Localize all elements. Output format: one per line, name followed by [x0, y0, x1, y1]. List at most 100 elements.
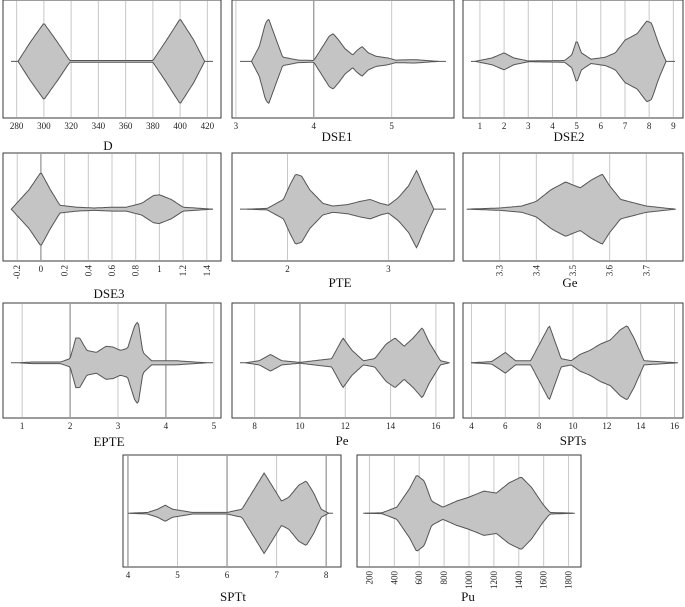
tick-label: 16: [431, 421, 441, 431]
tick-label: 9: [671, 121, 676, 131]
tick-label: 10: [569, 421, 579, 431]
tick-label: 320: [64, 121, 78, 131]
tick-label: 14: [386, 421, 396, 431]
violin-shape: [474, 20, 667, 103]
tick-label: 14: [636, 421, 646, 431]
panel-pu: 200 400 600 800 1000 1200 1400 1600 1800 Pu: [356, 454, 582, 604]
tick-label: 0.8: [131, 265, 141, 277]
tick-label: 1200: [489, 571, 499, 590]
tick-label: 1600: [539, 571, 549, 590]
tick-label: 3.3: [495, 265, 505, 277]
panel-dse3: -0.2 0 0.2 0.4 0.6 0.8 1 1.2 1.4 DSE3: [2, 152, 222, 301]
tick-label: 3.6: [605, 265, 615, 277]
tick-label: 200: [364, 571, 374, 585]
violin-shape: [19, 321, 207, 404]
tick-label: 400: [389, 571, 399, 585]
axis-label: Pe: [336, 433, 349, 448]
tick-label: 600: [414, 571, 424, 585]
axis-label: Ge: [562, 275, 577, 290]
tick-label: 1000: [464, 571, 474, 590]
tick-label: 340: [92, 121, 106, 131]
tick-label: 2: [68, 421, 73, 431]
tick-label: 12: [341, 421, 350, 431]
tick-label: 3: [386, 264, 391, 274]
tick-label: 1: [20, 421, 25, 431]
panel-dse1: 3 4 5 DSE1: [231, 0, 455, 144]
panel-pe: 8 10 12 14 16 Pe: [231, 302, 455, 448]
tick-label: 8: [537, 421, 542, 431]
tick-label: 6: [225, 570, 230, 580]
tick-label: 5: [175, 570, 180, 580]
violin-shape: [471, 325, 678, 401]
violin-shape: [247, 169, 435, 249]
tick-label: 2: [502, 121, 507, 131]
tick-label: 1: [157, 264, 162, 274]
tick-label: 0.6: [107, 265, 117, 277]
tick-label: 5: [574, 121, 579, 131]
tick-label: 360: [119, 121, 133, 131]
tick-label: 0.2: [60, 265, 70, 276]
violin-shape: [127, 472, 330, 555]
axis-label: Pu: [461, 589, 475, 604]
violin-shape: [363, 475, 575, 552]
tick-label: 4: [550, 121, 555, 131]
tick-label: 3: [526, 121, 531, 131]
tick-label: 8: [324, 570, 329, 580]
tick-label: -0.2: [12, 265, 22, 279]
tick-label: 2: [285, 264, 290, 274]
tick-label: 0: [39, 264, 44, 274]
axis-label: DSE3: [93, 286, 124, 301]
panel-epte: 1 2 3 4 5 EPTE: [2, 302, 222, 449]
tick-label: 12: [602, 421, 611, 431]
axis-label: EPTE: [93, 434, 124, 449]
panel-pte: 2 3 PTE: [231, 152, 455, 290]
tick-label: 4: [469, 421, 474, 431]
axis-label: SPTs: [560, 433, 587, 448]
tick-label: 800: [439, 571, 449, 585]
violin-shape: [466, 173, 676, 245]
tick-label: 380: [146, 121, 160, 131]
tick-label: 1800: [564, 571, 574, 590]
panel-spts: 4 6 8 10 12 14 16 SPTs: [462, 302, 684, 448]
tick-label: 7: [274, 570, 279, 580]
tick-label: 6: [503, 421, 508, 431]
tick-label: 1.4: [202, 265, 212, 277]
violin-shape: [10, 172, 213, 246]
axis-label: SPTt: [220, 589, 246, 604]
axis-label: D: [103, 138, 112, 153]
violin-shape: [250, 18, 439, 104]
panel-d: 280 300 320 340 360 380 400 420 D: [2, 0, 222, 153]
tick-label: 8: [647, 121, 652, 131]
tick-label: 5: [389, 121, 394, 131]
tick-label: 280: [10, 121, 24, 131]
tick-label: 3.4: [531, 265, 541, 277]
tick-label: 1400: [514, 571, 524, 590]
tick-label: 300: [37, 121, 51, 131]
tick-label: 4: [126, 570, 131, 580]
tick-label: 3.7: [641, 265, 651, 277]
tick-label: 3: [116, 421, 121, 431]
tick-label: 6: [599, 121, 604, 131]
tick-label: 4: [164, 421, 169, 431]
tick-label: 8: [252, 421, 257, 431]
tick-label: 400: [173, 121, 187, 131]
tick-label: 7: [623, 121, 628, 131]
tick-label: 1: [478, 121, 483, 131]
tick-label: 3: [234, 121, 239, 131]
violin-shape: [17, 19, 206, 104]
axis-label: DSE1: [321, 129, 352, 144]
panel-dse2: 1 2 3 4 5 6 7 8 9 DSE2: [462, 0, 684, 144]
panel-ge: 3.3 3.4 3.5 3.6 3.7 Ge: [462, 152, 684, 290]
tick-label: 16: [670, 421, 680, 431]
tick-label: 5: [212, 421, 217, 431]
axis-label: DSE2: [553, 129, 584, 144]
tick-label: 4: [312, 121, 317, 131]
violin-shape: [245, 327, 450, 399]
tick-label: 1.2: [178, 265, 188, 276]
tick-label: 0.4: [83, 265, 93, 277]
panel-sptt: 4 5 6 7 8 SPTt: [122, 454, 342, 604]
axis-label: PTE: [328, 275, 351, 290]
tick-label: 10: [295, 421, 305, 431]
tick-label: 420: [201, 121, 215, 131]
